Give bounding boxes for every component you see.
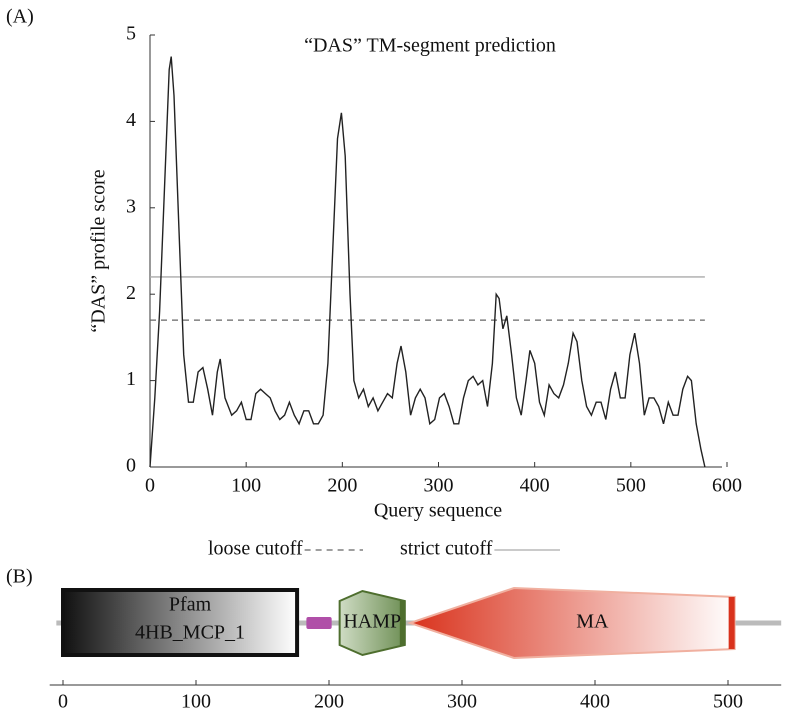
y-tick-label: 2: [126, 282, 136, 304]
profile-line: [149, 56, 706, 468]
ma-edge: [728, 597, 735, 649]
domain-label: 4HB_MCP_1: [135, 622, 245, 644]
legend-label: loose cutoff: [208, 538, 303, 560]
x-tick-label: 300: [424, 475, 454, 497]
y-tick-label: 3: [126, 195, 136, 217]
domain-ma: [406, 586, 736, 660]
domain-small: [306, 617, 332, 629]
x-tick-label: 600: [712, 475, 742, 497]
x-tick-label: 500: [713, 691, 743, 708]
y-tick-label: 1: [126, 368, 136, 390]
y-tick-label: 4: [126, 109, 136, 131]
legend-label: strict cutoff: [400, 538, 493, 560]
domain-pfam: [61, 588, 300, 657]
panel-label: (B): [6, 566, 33, 588]
x-tick-label: 200: [314, 691, 344, 708]
x-tick-label: 100: [231, 475, 261, 497]
x-axis-label: Query sequence: [374, 500, 502, 522]
y-tick-label: 0: [126, 455, 136, 477]
chart-title: “DAS” TM-segment prediction: [304, 35, 556, 57]
x-tick-label: 500: [616, 475, 646, 497]
x-tick-label: 100: [181, 691, 211, 708]
panel-label: (A): [6, 6, 34, 28]
x-tick-label: 400: [520, 475, 550, 497]
domain-label: MA: [576, 611, 609, 633]
x-tick-label: 0: [58, 691, 68, 708]
domain-label: Pfam: [169, 594, 212, 616]
x-tick-label: 300: [447, 691, 477, 708]
x-tick-label: 200: [327, 475, 357, 497]
hamp-edge: [399, 601, 405, 645]
x-tick-label: 400: [580, 691, 610, 708]
y-axis-label: “DAS” profile score: [88, 169, 110, 332]
y-tick-label: 5: [126, 23, 136, 45]
x-tick-label: 0: [145, 475, 155, 497]
domain-label: HAMP: [343, 611, 401, 633]
